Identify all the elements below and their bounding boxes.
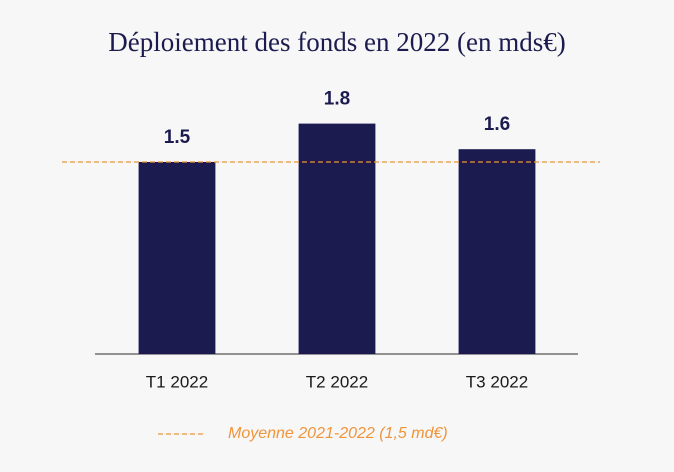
data-label: 1.5: [164, 127, 191, 148]
bar: [298, 123, 376, 354]
chart-title: Déploiement des fonds en 2022 (en mds€): [108, 27, 565, 57]
data-label: 1.8: [324, 89, 350, 110]
legend-label: Moyenne 2021-2022 (1,5 md€): [228, 425, 448, 442]
x-tick-label: T1 2022: [146, 372, 208, 391]
x-tick-label: T3 2022: [466, 372, 528, 391]
bar: [138, 162, 216, 354]
bar: [458, 149, 536, 354]
x-tick-label: T2 2022: [306, 372, 368, 391]
data-label: 1.6: [484, 114, 510, 135]
